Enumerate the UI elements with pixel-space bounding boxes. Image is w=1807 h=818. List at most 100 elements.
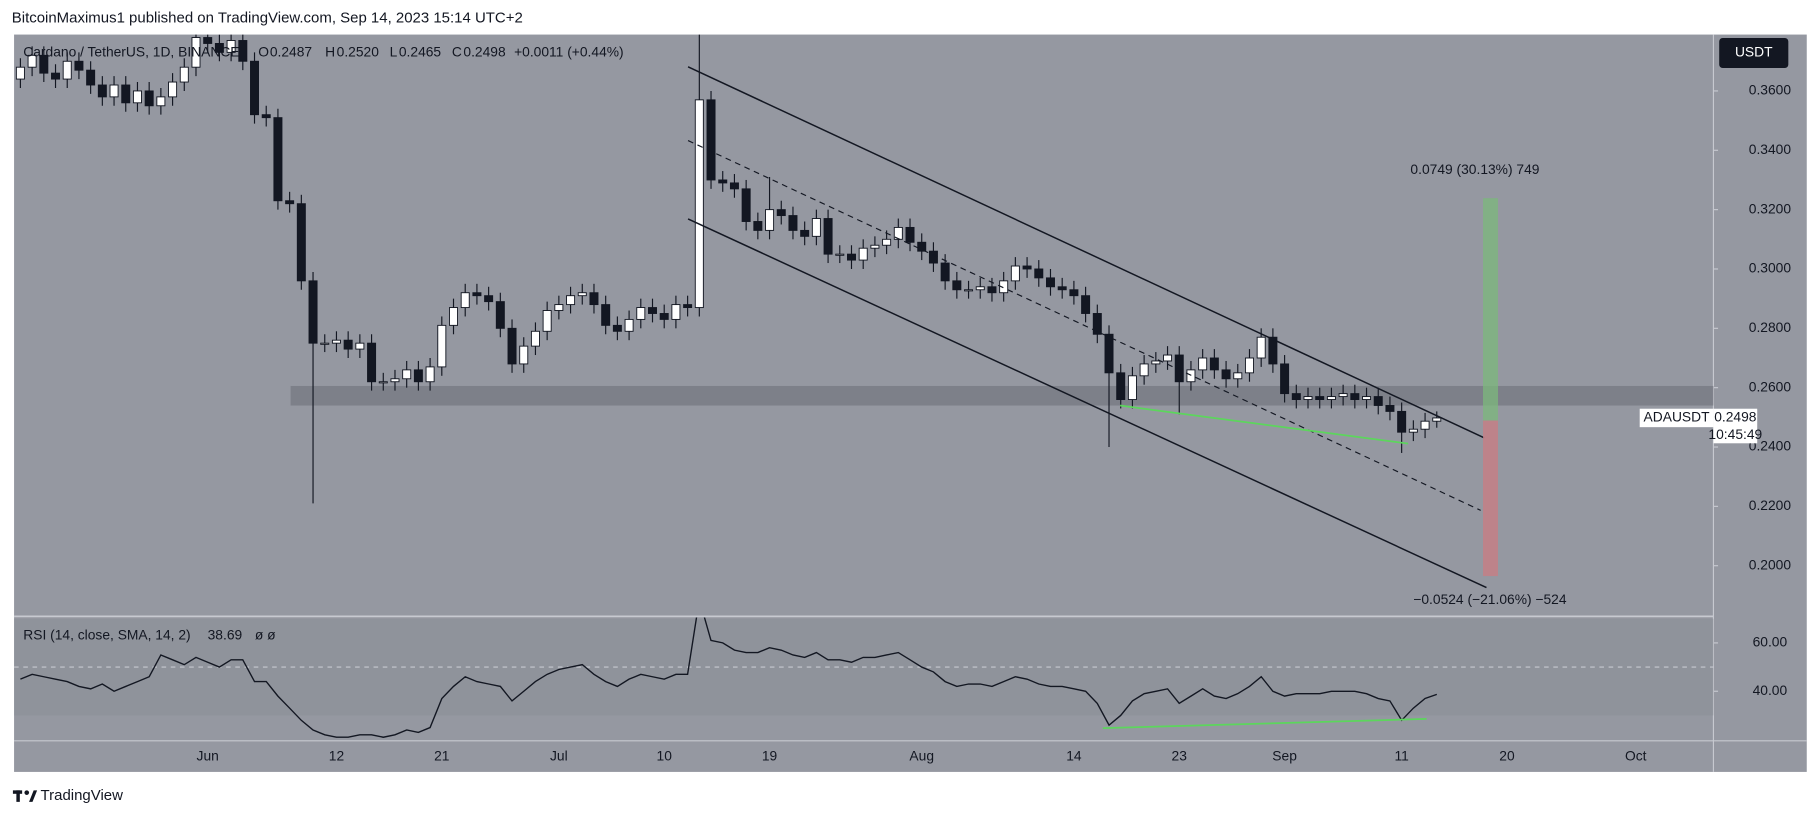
candle-body — [355, 342, 365, 350]
candle-body — [331, 339, 341, 344]
candle-body — [683, 304, 693, 309]
candle-body — [495, 301, 505, 329]
currency-button[interactable] — [1719, 38, 1789, 68]
rsi-divergence-line — [1102, 718, 1427, 729]
candle-body — [285, 200, 295, 205]
candle-body — [542, 310, 552, 332]
candle-body — [729, 182, 739, 190]
candle-body — [74, 60, 84, 71]
candle-body — [425, 366, 435, 383]
candle-body — [823, 218, 833, 255]
price-tag — [1713, 408, 1758, 444]
countdown: 10:45:49 — [1708, 426, 1762, 442]
candle-body — [449, 307, 459, 326]
candle-body — [238, 40, 248, 62]
candle-body — [1104, 333, 1114, 374]
rsi-line — [20, 617, 1438, 738]
candle-body — [402, 369, 412, 380]
candle-body — [800, 229, 810, 237]
candle-body — [1127, 375, 1137, 401]
candle-body — [1420, 420, 1430, 430]
candle-body — [1432, 417, 1442, 422]
brand-name: TradingView — [41, 787, 124, 804]
candle-body — [612, 324, 622, 332]
candle-body — [870, 244, 880, 249]
x-tick-label: 21 — [434, 748, 449, 764]
risk-annotation: −0.0524 (−21.06%) −524 — [1413, 591, 1567, 607]
candle-body — [86, 69, 96, 86]
legend-label: O — [258, 44, 269, 60]
candle-body — [1069, 289, 1079, 297]
support-zone — [290, 385, 1714, 406]
target-annotation: 0.0749 (30.13%) 749 — [1410, 161, 1539, 177]
y-tick-label: 0.2200 — [1749, 497, 1792, 513]
candle-body — [671, 304, 681, 320]
candle-body — [343, 339, 353, 350]
candle-body — [718, 179, 728, 184]
candle-body — [1385, 405, 1395, 412]
candle-body — [27, 54, 37, 68]
y-tick-label: 0.2600 — [1749, 378, 1792, 394]
candle-body — [367, 342, 377, 383]
candle-body — [1408, 428, 1418, 433]
x-tick-label: 20 — [1499, 748, 1515, 764]
candle-body — [1010, 265, 1020, 282]
brand-icon — [29, 790, 38, 802]
candle-body — [835, 253, 845, 256]
channel-upper — [687, 66, 1485, 439]
rsi-pane: 40.00 60.00 — [14, 617, 1787, 738]
candle-body — [811, 218, 821, 237]
legend-label: C — [452, 44, 462, 60]
candle-body — [273, 117, 283, 202]
candle-body — [765, 209, 775, 231]
symbol-tag — [1639, 408, 1714, 428]
candle-body — [566, 295, 576, 306]
candle-body — [1198, 357, 1208, 371]
x-tick-label: Jun — [197, 748, 219, 764]
legend-value: 0.2465 — [399, 44, 442, 60]
candle-body — [987, 286, 997, 294]
candle-body — [1303, 396, 1313, 401]
candle-body — [1338, 393, 1348, 398]
rsi-value: 38.69 — [208, 627, 243, 643]
candle-body — [776, 209, 786, 217]
candle-body — [168, 81, 178, 98]
candle-body — [577, 292, 587, 297]
candle-body — [858, 247, 868, 261]
candle-body — [179, 66, 189, 83]
currency-label[interactable]: USDT — [1735, 44, 1773, 60]
brand-icon — [24, 790, 30, 795]
y-tick-label: 0.2000 — [1749, 556, 1792, 572]
y-tick-label: 0.3400 — [1749, 141, 1792, 157]
x-tick-label: 23 — [1172, 748, 1188, 764]
candle-body — [390, 378, 400, 383]
candle-body — [460, 292, 470, 309]
candle-body — [1362, 396, 1372, 401]
candle-body — [940, 262, 950, 282]
candle-body — [1092, 313, 1102, 335]
target-box — [1483, 198, 1498, 421]
x-tick-label: Sep — [1272, 748, 1297, 764]
brand-icon — [16, 790, 20, 802]
risk-box — [1483, 420, 1498, 577]
candle-body — [694, 99, 704, 309]
legend-value: 0.2498 — [463, 44, 506, 60]
candle-body — [741, 188, 751, 222]
rsi-title: RSI (14, close, SMA, 14, 2) — [23, 627, 190, 643]
candle-body — [1081, 295, 1091, 314]
x-tick-label: Oct — [1625, 748, 1647, 764]
legend-value: 0.2487 — [270, 44, 312, 60]
candle-body — [847, 253, 856, 261]
price-tag-value: 0.2498 — [1714, 409, 1757, 425]
candle-body — [893, 226, 903, 240]
candle-body — [472, 292, 482, 297]
candle-body — [1057, 286, 1067, 291]
y-tick-label: 0.3200 — [1749, 200, 1792, 216]
candle-body — [156, 96, 166, 107]
candle-body — [648, 307, 657, 314]
candle-body — [308, 280, 318, 344]
candle-body — [1116, 372, 1126, 401]
divergence-line — [1119, 404, 1409, 445]
candle-body — [1315, 396, 1325, 401]
